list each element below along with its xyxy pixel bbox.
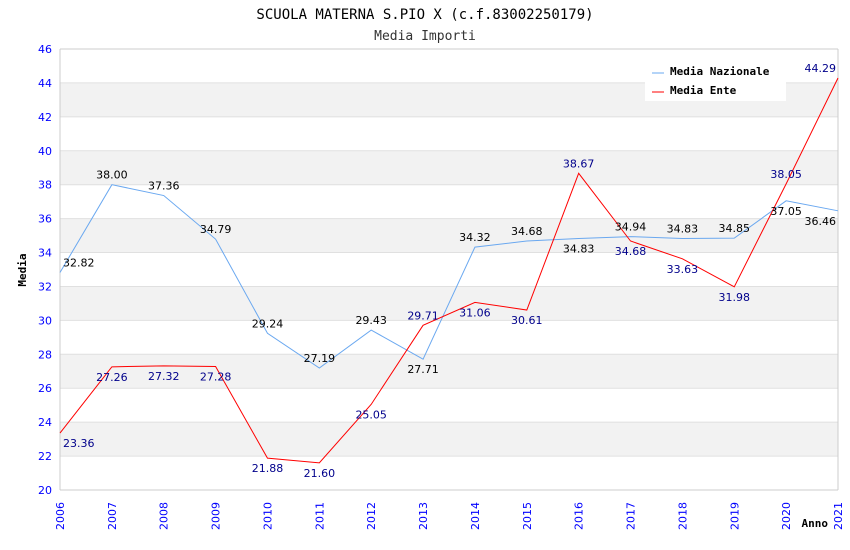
x-tick-label: 2008	[158, 502, 171, 530]
data-label: 37.05	[770, 205, 802, 218]
data-label: 29.24	[252, 317, 284, 330]
data-label: 31.06	[459, 306, 491, 319]
x-tick-label: 2007	[106, 502, 119, 530]
grid-band	[60, 354, 838, 389]
legend-label-ente: Media Ente	[670, 84, 737, 97]
data-label: 34.83	[667, 222, 699, 235]
y-axis-label: Media	[16, 253, 29, 286]
data-label: 29.43	[355, 314, 387, 327]
data-label: 34.79	[200, 223, 232, 236]
y-tick-label: 20	[38, 484, 52, 497]
x-tick-label: 2020	[780, 502, 793, 530]
legend: Media Nazionale Media Ente	[645, 60, 786, 101]
x-tick-label: 2011	[313, 502, 326, 530]
data-label: 34.83	[563, 242, 595, 255]
data-label: 27.26	[96, 371, 128, 384]
grid-band	[60, 422, 838, 457]
data-label: 44.29	[805, 62, 837, 75]
x-tick-label: 2014	[469, 502, 482, 530]
x-tick-label: 2015	[521, 502, 534, 530]
data-label: 25.05	[355, 408, 387, 421]
y-tick-label: 40	[38, 145, 52, 158]
y-tick-label: 24	[38, 416, 52, 429]
x-tick-label: 2021	[832, 502, 845, 530]
x-axis-label: Anno	[802, 517, 829, 530]
x-tick-label: 2006	[54, 502, 67, 530]
x-tick-label: 2017	[625, 502, 638, 530]
data-label: 21.88	[252, 462, 284, 475]
data-label: 36.46	[805, 215, 837, 228]
grid-band	[60, 218, 838, 253]
y-tick-label: 34	[38, 247, 52, 260]
data-label: 27.71	[407, 363, 439, 376]
data-label: 32.82	[63, 257, 95, 270]
data-label: 34.32	[459, 231, 491, 244]
x-tick-label: 2012	[365, 502, 378, 530]
data-label: 34.85	[719, 222, 751, 235]
x-tick-label: 2019	[728, 502, 741, 530]
x-tick-label: 2018	[676, 502, 689, 530]
y-tick-label: 30	[38, 314, 52, 327]
y-tick-label: 44	[38, 77, 52, 90]
x-tick-label: 2013	[417, 502, 430, 530]
data-label: 38.00	[96, 169, 128, 182]
chart-subtitle: Media Importi	[374, 29, 476, 44]
y-tick-label: 38	[38, 179, 52, 192]
series-line-nazionale	[59, 184, 839, 369]
data-label: 34.68	[615, 245, 647, 258]
y-tick-label: 32	[38, 280, 52, 293]
data-label: 38.05	[770, 168, 802, 181]
y-tick-label: 36	[38, 213, 52, 226]
data-label: 37.36	[148, 180, 180, 193]
data-label: 31.98	[719, 291, 751, 304]
y-tick-label: 42	[38, 111, 52, 124]
grid-band	[60, 150, 838, 185]
chart-title: SCUOLA MATERNA S.PIO X (c.f.83002250179)	[256, 7, 593, 23]
data-label: 21.60	[304, 467, 336, 480]
y-tick-label: 46	[38, 43, 52, 56]
data-label: 29.71	[407, 309, 439, 322]
data-label: 27.28	[200, 371, 232, 384]
y-tick-label: 22	[38, 450, 52, 463]
data-label: 34.94	[615, 221, 647, 234]
data-label: 34.68	[511, 225, 543, 238]
y-tick-label: 26	[38, 382, 52, 395]
series-line-ente	[59, 77, 839, 464]
x-tick-label: 2016	[573, 502, 586, 530]
x-tick-label: 2010	[261, 502, 274, 530]
x-tick-label: 2009	[210, 502, 223, 530]
data-label: 23.36	[63, 437, 95, 450]
data-label: 38.67	[563, 157, 595, 170]
data-label: 33.63	[667, 263, 699, 276]
legend-label-nazionale: Media Nazionale	[670, 65, 770, 78]
data-label: 27.32	[148, 370, 180, 383]
data-label: 30.61	[511, 314, 543, 327]
y-tick-label: 28	[38, 348, 52, 361]
data-label: 27.19	[304, 352, 336, 365]
